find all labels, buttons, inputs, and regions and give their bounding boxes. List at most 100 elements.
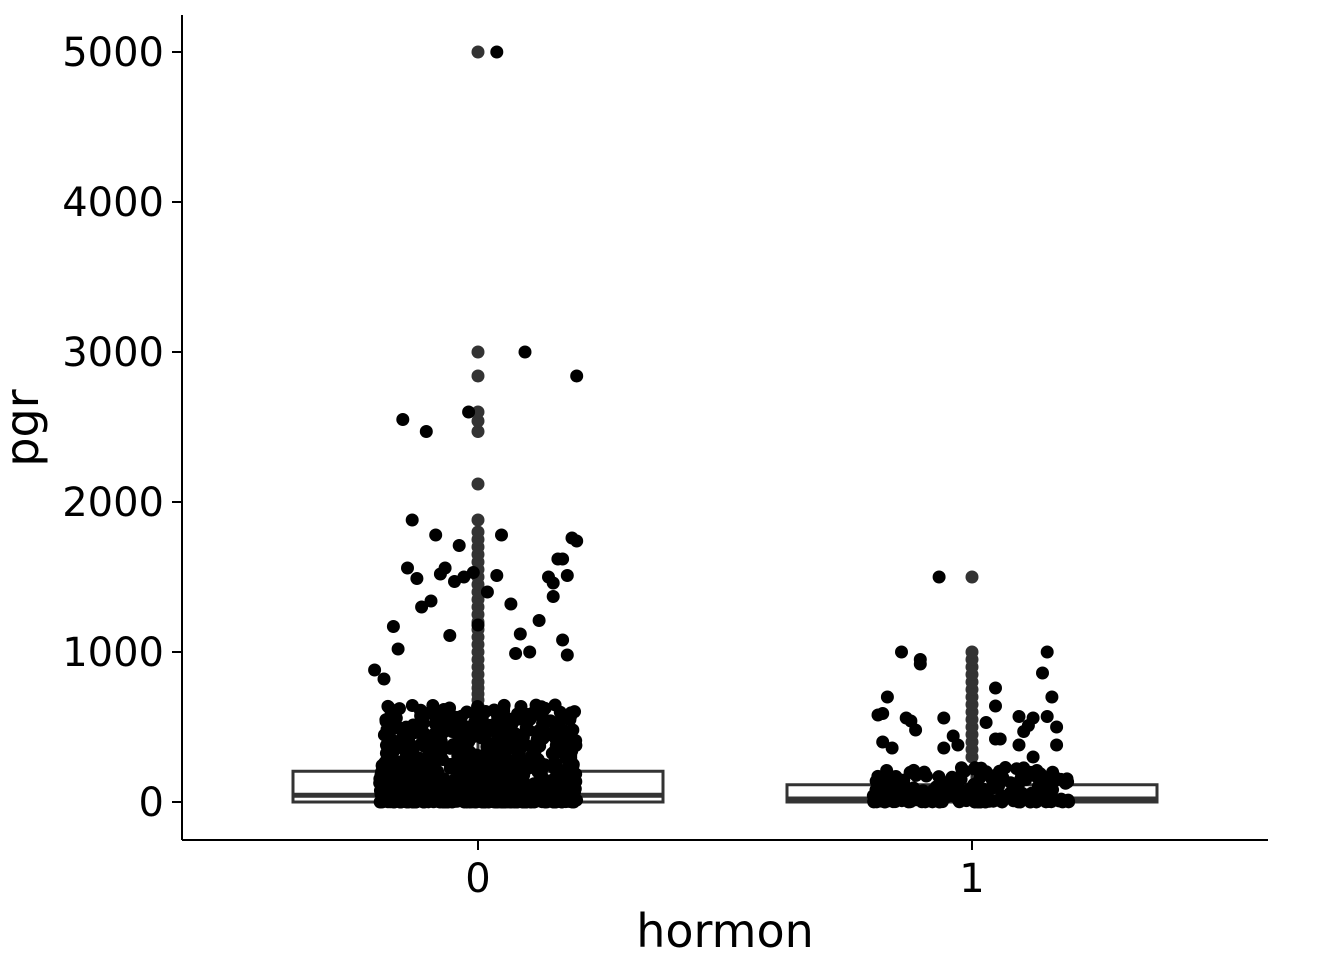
jitter-point [516, 731, 530, 745]
jitter-point [1036, 666, 1049, 680]
jitter-point [885, 741, 899, 755]
jitter-point [895, 645, 908, 659]
jitter-point [570, 534, 584, 548]
jitter-point [546, 576, 560, 590]
jitter-point [922, 787, 936, 801]
jitter-point [382, 701, 396, 715]
jitter-point [880, 690, 894, 704]
jitter-point [448, 783, 462, 797]
jitter-point [417, 732, 431, 746]
box-outlier-point [471, 45, 485, 59]
y-axis-title: pgr [0, 389, 49, 466]
jitter-point [945, 770, 959, 784]
jitter-point [532, 614, 546, 627]
jitter-point [1050, 720, 1064, 734]
jitter-point [432, 740, 446, 754]
jitter-point [1026, 711, 1040, 725]
jitter-point [989, 699, 1002, 713]
jitter-point [932, 795, 946, 809]
jitter-point [913, 657, 927, 671]
jitter-point [869, 774, 883, 788]
jitter-point [504, 597, 518, 611]
jitter-point [917, 765, 931, 779]
box-outlier-point [471, 345, 485, 359]
jitter-point [490, 45, 504, 59]
jitter-point [564, 730, 578, 744]
jitter-point [1040, 710, 1054, 723]
jitter-point [466, 566, 480, 579]
jitter-point [477, 786, 491, 800]
jitter-point [405, 699, 419, 713]
jitter-point [460, 705, 474, 719]
jitter-point [538, 777, 552, 791]
jitter-point [871, 708, 885, 722]
box-outlier-point [471, 513, 485, 527]
jitter-point [384, 743, 398, 757]
jitter-point [535, 757, 549, 771]
jitter-point [984, 782, 998, 796]
jitter-point [506, 737, 520, 751]
jitter-point [402, 737, 416, 751]
jitter-point [377, 672, 391, 686]
jitter-point [1045, 792, 1059, 806]
jitter-point [450, 755, 464, 769]
jitter-point [422, 774, 436, 788]
jitter-point [469, 748, 483, 762]
jitter-point [995, 795, 1009, 809]
jitter-point [405, 513, 419, 527]
jitter-point [556, 633, 570, 647]
box-outlier-point [471, 525, 485, 539]
jitter-point [523, 645, 537, 659]
box-outlier-point [965, 570, 979, 584]
jitter-point [1050, 738, 1064, 752]
jitter-point [894, 782, 908, 796]
jitter-point [493, 793, 507, 807]
jitter-point [556, 709, 570, 723]
jitter-point [1026, 750, 1040, 764]
jitter-point [536, 717, 550, 731]
jitter-point [989, 681, 1002, 695]
jitter-point [500, 712, 514, 726]
jitter-point [480, 585, 494, 599]
x-tick-label: 1 [959, 856, 984, 902]
jitter-point [519, 792, 533, 806]
jitter-point [438, 561, 452, 575]
jitter-point [467, 729, 481, 743]
box-outlier-point [471, 414, 485, 428]
jitter-point [1024, 765, 1038, 779]
jitter-point [565, 741, 579, 755]
jitter-point [415, 600, 429, 614]
jitter-point [958, 764, 972, 778]
box-outlier-point [471, 477, 485, 491]
jitter-point [884, 770, 898, 784]
jitter-point [380, 723, 394, 737]
jitter-point [513, 627, 527, 641]
jitter-point [1045, 690, 1059, 704]
jitter-point [399, 725, 413, 739]
jitter-point [376, 788, 390, 802]
jitter-point [386, 620, 400, 633]
jitter-point [495, 528, 508, 542]
jitter-point [489, 748, 503, 762]
jitter-point [1004, 776, 1018, 790]
jitter-point [932, 570, 946, 584]
jitter-point [895, 794, 909, 808]
jitter-point [570, 369, 584, 383]
box-outlier-point [471, 425, 485, 438]
jitter-point [368, 663, 382, 677]
jitter-point [881, 794, 895, 808]
jitter-point [467, 765, 481, 779]
x-axis-title: hormon [636, 904, 814, 958]
axes [181, 15, 1268, 841]
jitter-point [548, 698, 562, 712]
y-tick-label: 0 [139, 780, 164, 826]
jitter-point [1054, 772, 1068, 786]
jitter-point [424, 594, 438, 608]
jitter-point [937, 741, 951, 755]
jitter-point [556, 552, 570, 566]
jitter-point [509, 647, 523, 660]
jitter-point [449, 724, 463, 738]
jitter-point [876, 735, 890, 749]
jitter-point [511, 749, 525, 763]
